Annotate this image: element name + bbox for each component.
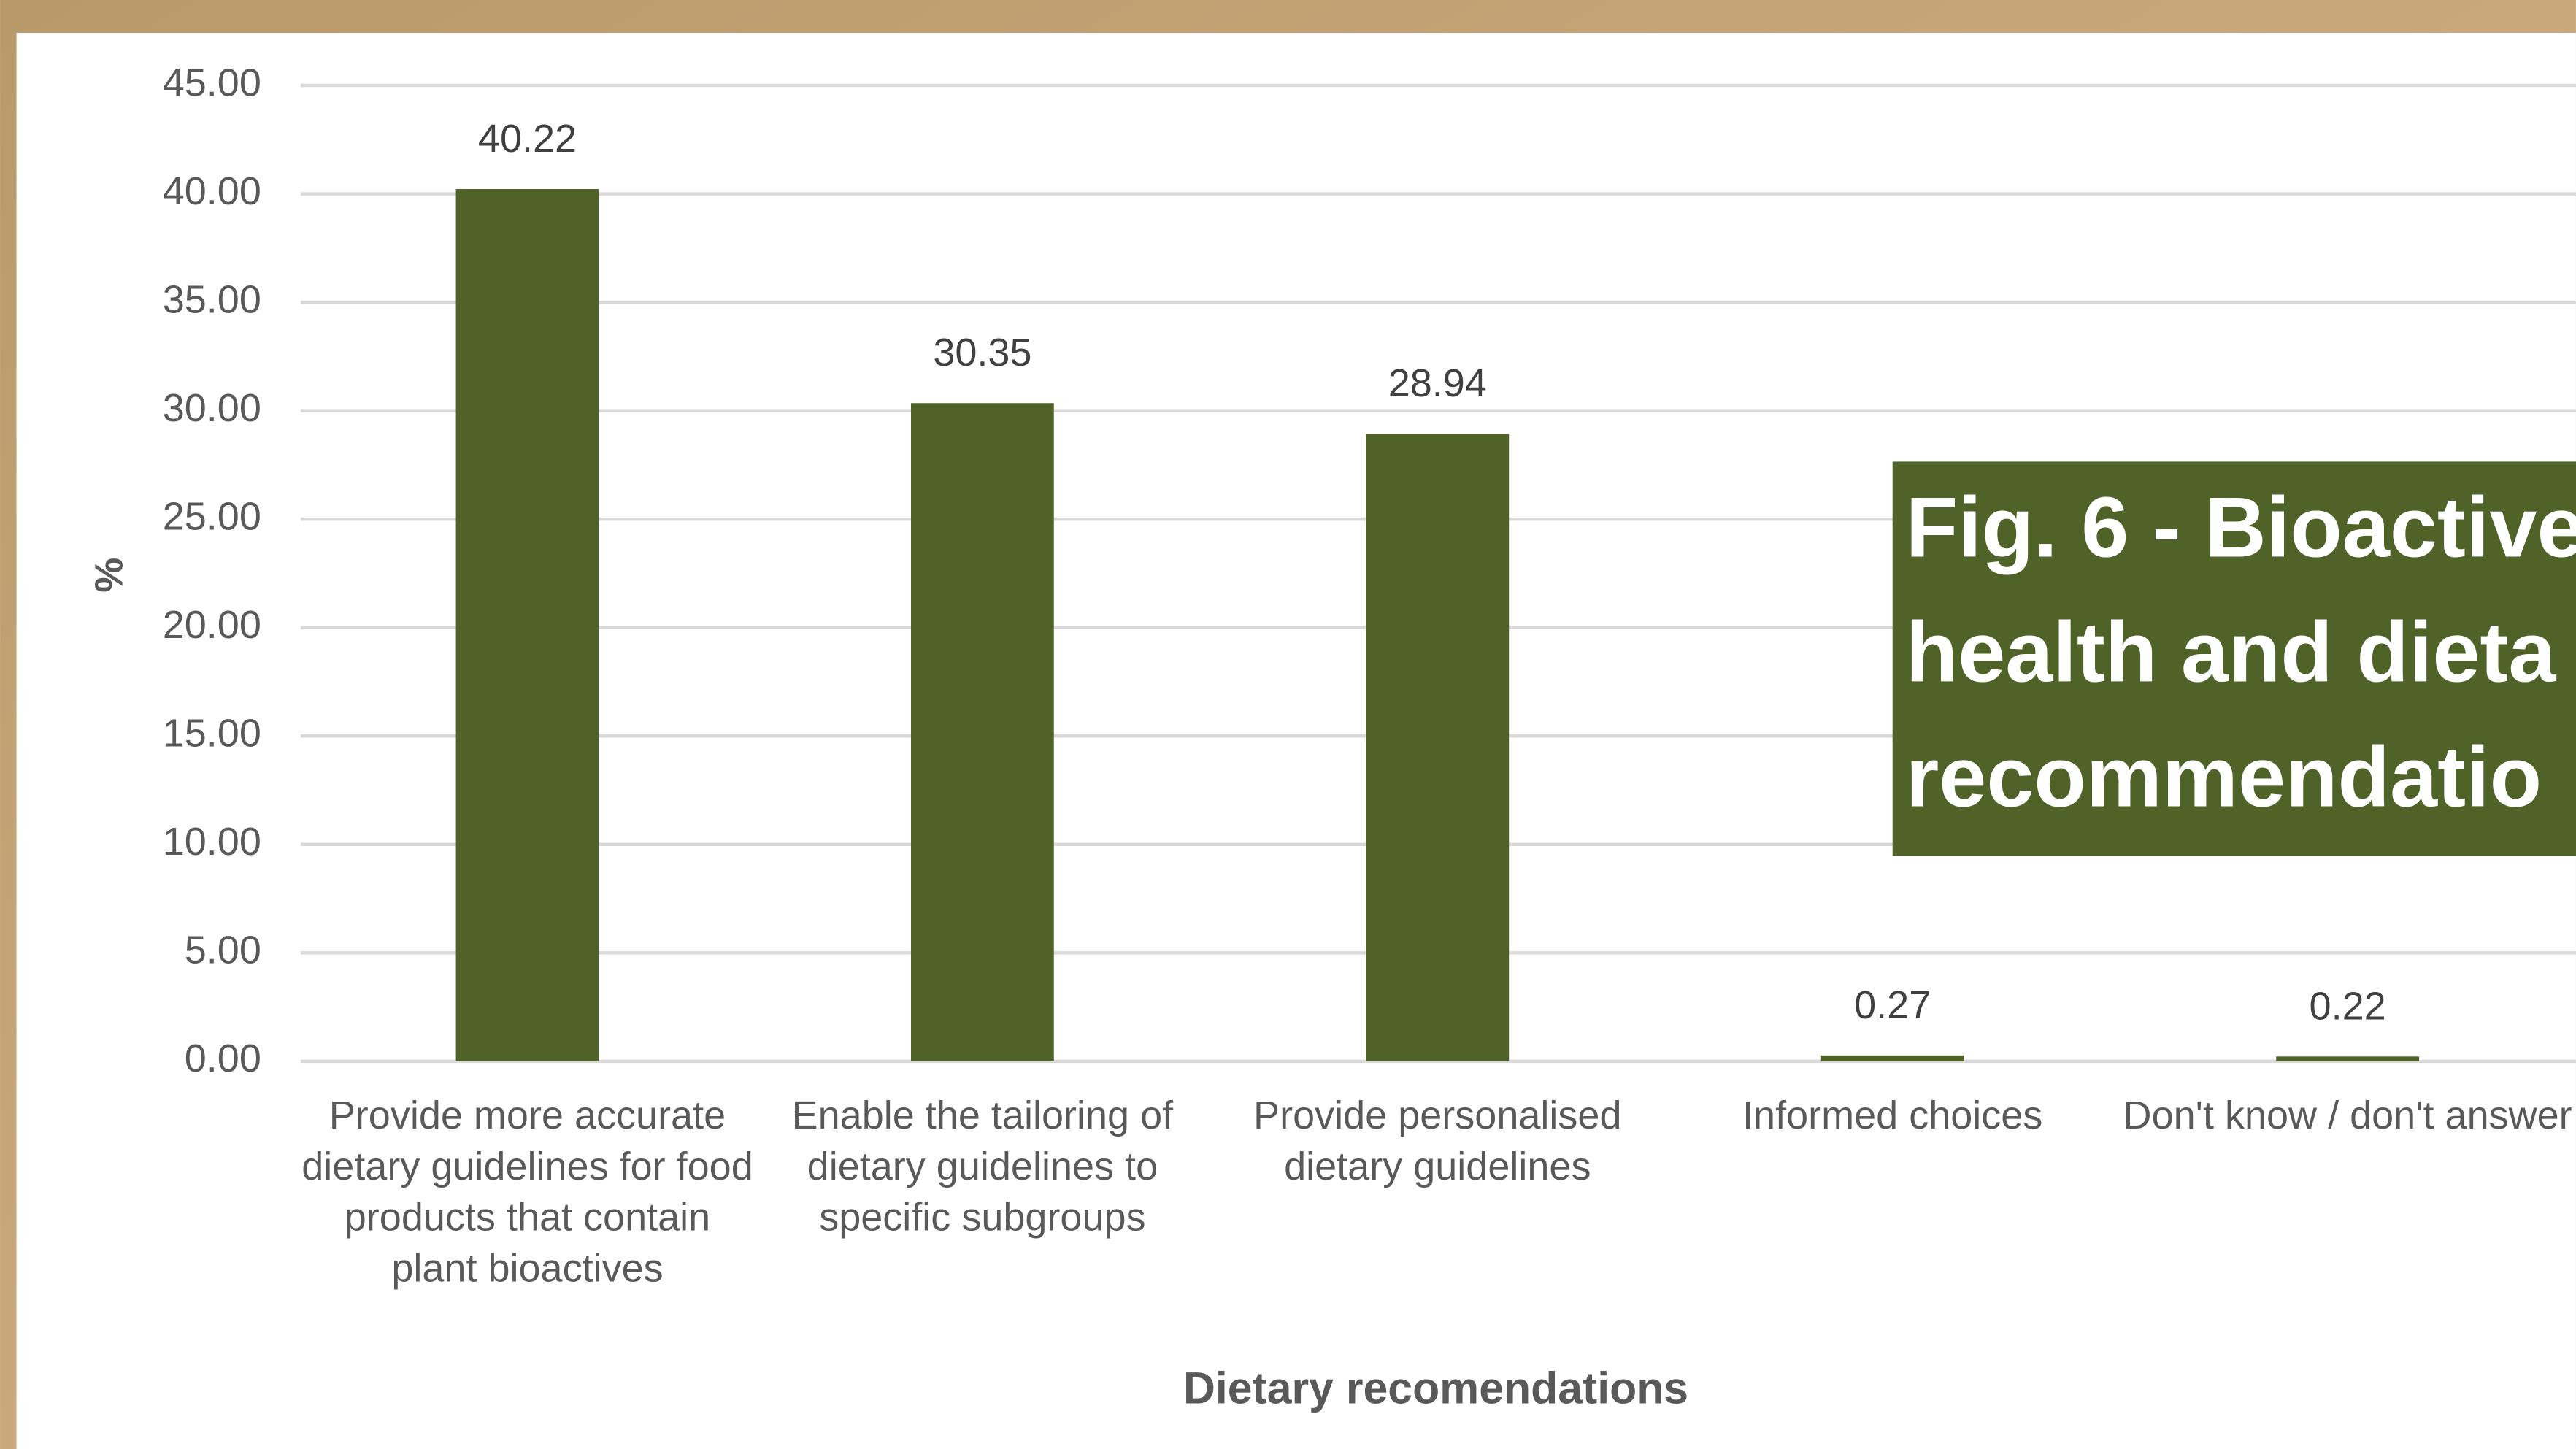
x-tick-label: Don't know / don't answer [2123, 1094, 2572, 1139]
title-line: health and dieta [1906, 604, 2557, 699]
y-axis-label: % [87, 558, 131, 593]
data-label: 40.22 [478, 117, 577, 161]
x-axis-label: Dietary recomendations [1183, 1363, 1688, 1413]
bar [2276, 1056, 2420, 1061]
title-line: recommendatio [1906, 729, 2542, 824]
y-tick-label: 5.00 [185, 929, 261, 972]
y-tick-label: 30.00 [163, 386, 261, 430]
x-tick-label-box: Provide personalised dietary guidelines [1253, 1094, 1622, 1190]
y-tick-label: 20.00 [163, 603, 261, 647]
x-tick-label-box: Enable the tailoring of dietary guidelin… [791, 1094, 1174, 1241]
y-tick-label: 15.00 [163, 712, 261, 756]
x-tick-label: Informed choices [1742, 1094, 2043, 1139]
x-tick-label: Enable the tailoring of dietary guidelin… [791, 1094, 1174, 1241]
y-tick-label: 25.00 [163, 494, 261, 538]
y-tick-label: 35.00 [163, 277, 261, 321]
bar [1366, 434, 1510, 1061]
bar [1820, 1055, 1964, 1061]
data-label: 0.22 [2310, 984, 2386, 1028]
y-tick-label: 0.00 [185, 1037, 261, 1080]
data-label: 0.27 [1854, 983, 1931, 1027]
x-tick-label: Provide personalised dietary guidelines [1253, 1094, 1622, 1190]
data-label: 28.94 [1388, 361, 1487, 405]
bar [455, 189, 599, 1061]
title-line: Fig. 6 - Bioactive [1906, 479, 2576, 574]
x-tick-label-box: Informed choices [1742, 1094, 2043, 1139]
bar [910, 403, 1054, 1061]
x-tick-label-box: Don't know / don't answer [2123, 1094, 2572, 1139]
y-tick-label: 40.00 [163, 169, 261, 213]
y-tick-label: 10.00 [163, 820, 261, 864]
x-tick-label-box: Provide more accurate dietary guidelines… [301, 1094, 753, 1291]
title-box [1892, 461, 2576, 856]
x-tick-label: Provide more accurate dietary guidelines… [301, 1094, 753, 1291]
y-tick-label: 45.00 [163, 61, 261, 104]
data-label: 30.35 [933, 331, 1031, 374]
